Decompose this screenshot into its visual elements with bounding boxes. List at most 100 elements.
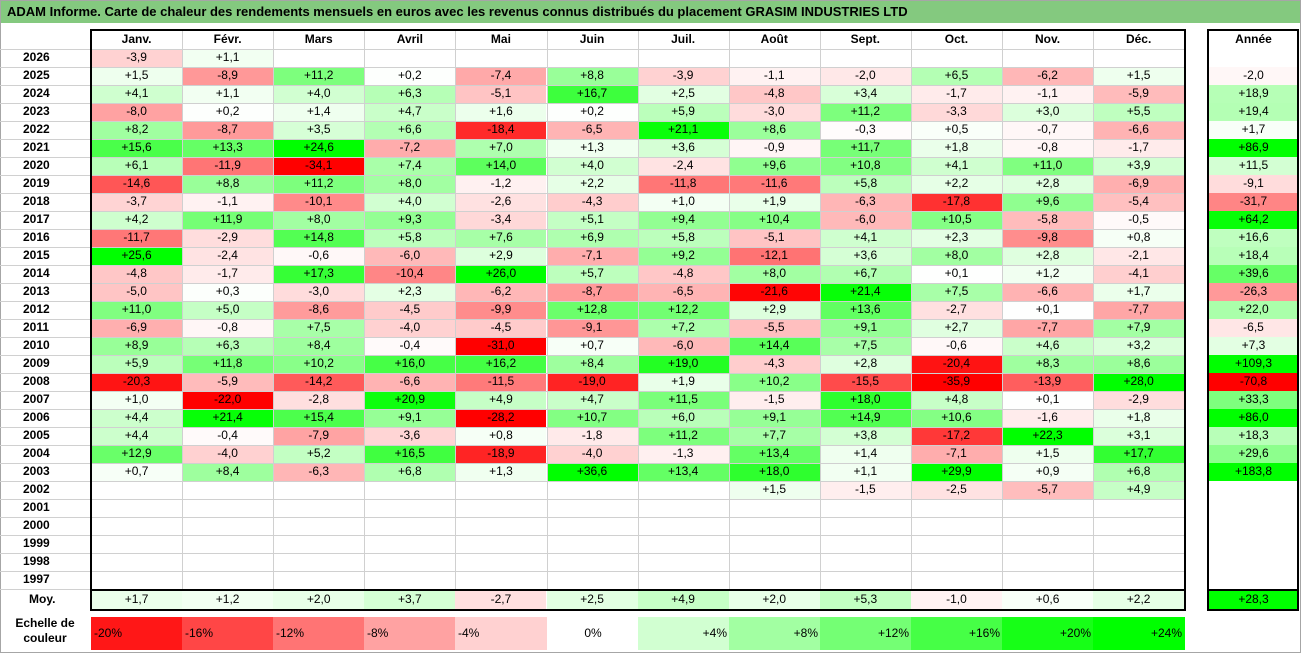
- heatmap-cell: +8,0: [910, 247, 1002, 265]
- heatmap-cell: +5,9: [637, 103, 729, 121]
- heatmap-cell: [1093, 49, 1185, 67]
- heatmap-cell: +10,7: [546, 409, 638, 427]
- heatmap-cell: +8,4: [546, 355, 638, 373]
- heatmap-cell: [637, 49, 729, 67]
- heatmap-cell: +0,3: [182, 283, 274, 301]
- heatmap-cell: +16,5: [364, 445, 456, 463]
- heatmap-cell: [1002, 571, 1094, 589]
- heatmap-cell: +16,7: [546, 85, 638, 103]
- heatmap-cell: -9,8: [1002, 229, 1094, 247]
- heatmap-cell: -4,5: [364, 301, 456, 319]
- average-cell: +5,3: [819, 591, 911, 609]
- color-scale-step: +20%: [1002, 617, 1094, 650]
- annual-cell: +1,7: [1208, 121, 1299, 139]
- heatmap-cell: -2,4: [637, 157, 729, 175]
- heatmap-cell: -5,9: [182, 373, 274, 391]
- heatmap-cell: -10,4: [364, 265, 456, 283]
- heatmap-cell: [728, 535, 820, 553]
- heatmap-cell: [1093, 553, 1185, 571]
- annual-cell: [1208, 535, 1299, 553]
- heatmap-cell: +11,7: [819, 139, 911, 157]
- heatmap-cell: [546, 535, 638, 553]
- color-scale-step: -8%: [364, 617, 456, 650]
- heatmap-cell: [910, 517, 1002, 535]
- heatmap-cell: +11,2: [273, 175, 365, 193]
- heatmap-cell: [455, 49, 547, 67]
- heatmap-cell: [546, 481, 638, 499]
- heatmap-cell: +16,0: [364, 355, 456, 373]
- heatmap-cell: -0,5: [1093, 211, 1185, 229]
- heatmap-cell: -11,6: [728, 175, 820, 193]
- year-label: 2001: [23, 500, 50, 514]
- heatmap-cell: +11,5: [637, 391, 729, 409]
- heatmap-cell: -5,1: [728, 229, 820, 247]
- year-label: 2013: [23, 284, 50, 298]
- grid-line: [0, 193, 1185, 194]
- heatmap-cell: -6,6: [1093, 121, 1185, 139]
- heatmap-cell: -7,7: [1093, 301, 1185, 319]
- color-scale-step: +8%: [729, 617, 821, 650]
- average-cell: +3,7: [364, 591, 456, 609]
- heatmap-cell: -6,0: [819, 211, 911, 229]
- heatmap-cell: +29,9: [910, 463, 1002, 481]
- heatmap-cell: +1,4: [819, 445, 911, 463]
- heatmap-cell: [273, 481, 365, 499]
- year-label: 2021: [23, 140, 50, 154]
- heatmap-cell: +6,8: [364, 463, 456, 481]
- grid-line: [0, 409, 1185, 410]
- heatmap-cell: +11,2: [637, 427, 729, 445]
- heatmap-cell: +10,4: [728, 211, 820, 229]
- annual-cell: +22,0: [1208, 301, 1299, 319]
- heatmap-cell: +1,6: [455, 103, 547, 121]
- heatmap-cell: -1,7: [910, 85, 1002, 103]
- month-header: Août: [760, 32, 788, 46]
- heatmap-cell: -3,9: [637, 67, 729, 85]
- year-label: 2015: [23, 248, 50, 262]
- heatmap-cell: +3,2: [1093, 337, 1185, 355]
- heatmap-cell: -4,5: [455, 319, 547, 337]
- month-header: Févr.: [213, 32, 242, 46]
- heatmap-cell: -14,2: [273, 373, 365, 391]
- heatmap-cell: +0,8: [1093, 229, 1185, 247]
- heatmap-cell: +1,8: [1093, 409, 1185, 427]
- heatmap-cell: [182, 535, 274, 553]
- heatmap-cell: -17,2: [910, 427, 1002, 445]
- heatmap-cell: +6,1: [91, 157, 183, 175]
- grid-line: [0, 319, 1185, 320]
- grid-line: [0, 535, 1185, 536]
- heatmap-cell: -9,1: [546, 319, 638, 337]
- heatmap-cell: +7,5: [819, 337, 911, 355]
- heatmap-cell: [637, 517, 729, 535]
- heatmap-cell: [637, 535, 729, 553]
- heatmap-cell: +6,9: [546, 229, 638, 247]
- year-label: 2023: [23, 104, 50, 118]
- heatmap-cell: [546, 499, 638, 517]
- heatmap-cell: +36,6: [546, 463, 638, 481]
- heatmap-cell: [364, 553, 456, 571]
- heatmap-cell: +3,6: [637, 139, 729, 157]
- heatmap-cell: +1,9: [637, 373, 729, 391]
- heatmap-cell: +14,4: [728, 337, 820, 355]
- heatmap-cell: +4,0: [273, 85, 365, 103]
- chart-title: ADAM Informe. Carte de chaleur des rende…: [1, 1, 1300, 23]
- heatmap-cell: +24,6: [273, 139, 365, 157]
- annual-cell: +86,9: [1208, 139, 1299, 157]
- heatmap-cell: -3,6: [364, 427, 456, 445]
- heatmap-cell: +7,7: [728, 427, 820, 445]
- heatmap-cell: [910, 535, 1002, 553]
- heatmap-cell: +10,5: [910, 211, 1002, 229]
- month-header: Oct.: [944, 32, 969, 46]
- heatmap-cell: -11,7: [91, 229, 183, 247]
- heatmap-cell: +13,3: [182, 139, 274, 157]
- heatmap-cell: [273, 517, 365, 535]
- year-label: 2012: [23, 302, 50, 316]
- heatmap-cell: -13,9: [1002, 373, 1094, 391]
- heatmap-cell: +0,9: [1002, 463, 1094, 481]
- heatmap-cell: +2,8: [819, 355, 911, 373]
- year-label: 1997: [23, 572, 50, 586]
- heatmap-cell: +9,3: [364, 211, 456, 229]
- heatmap-cell: +8,0: [273, 211, 365, 229]
- average-cell: +2,5: [546, 591, 638, 609]
- heatmap-cell: -1,1: [182, 193, 274, 211]
- heatmap-cell: -6,9: [1093, 175, 1185, 193]
